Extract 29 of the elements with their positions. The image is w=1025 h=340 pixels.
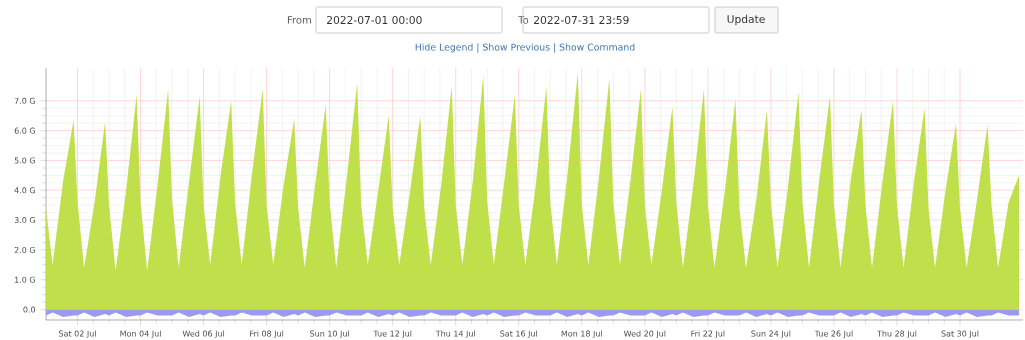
x-tick-label: Thu 28 Jul bbox=[876, 330, 917, 339]
x-tick-label: Mon 04 Jul bbox=[120, 330, 161, 339]
text: Hide Legend | Show Previous | Show Command bbox=[415, 43, 635, 53]
text: To bbox=[518, 16, 529, 24]
text: 2022-07-31 23:59 bbox=[534, 15, 629, 25]
x-tick-label: Sat 16 Jul bbox=[500, 330, 538, 339]
x-tick-label: Tue 26 Jul bbox=[814, 330, 853, 339]
y-tick-label: 7.0 G bbox=[14, 97, 35, 104]
y-tick-label: 6.0 G bbox=[14, 127, 35, 134]
y-tick-label: 5.0 G bbox=[14, 157, 35, 164]
x-tick-label: Sat 02 Jul bbox=[59, 330, 96, 339]
text: Update bbox=[727, 14, 765, 26]
x-tick-label: Sun 24 Jul bbox=[751, 330, 791, 339]
x-tick-label: Wed 06 Jul bbox=[182, 330, 225, 339]
x-tick-label: Fri 08 Jul bbox=[250, 330, 284, 339]
y-tick-label: 3.0 G bbox=[14, 217, 35, 224]
text: From bbox=[287, 16, 311, 24]
x-tick-label: Sat 30 Jul bbox=[941, 330, 979, 339]
text: 2022-07-01 00:00 bbox=[327, 15, 422, 25]
x-tick-label: Mon 18 Jul bbox=[561, 330, 602, 339]
x-tick-label: Tue 12 Jul bbox=[373, 330, 412, 339]
x-tick-label: Wed 20 Jul bbox=[623, 330, 666, 339]
x-tick-label: Sun 10 Jul bbox=[310, 330, 349, 339]
x-tick-label: Fri 22 Jul bbox=[691, 330, 725, 339]
y-tick-label: 2.0 G bbox=[14, 246, 35, 253]
y-tick-label: 0.0 bbox=[23, 306, 36, 313]
x-tick-label: Thu 14 Jul bbox=[435, 330, 475, 339]
y-tick-label: 4.0 G bbox=[14, 187, 35, 194]
y-tick-label: 1.0 G bbox=[15, 276, 35, 283]
